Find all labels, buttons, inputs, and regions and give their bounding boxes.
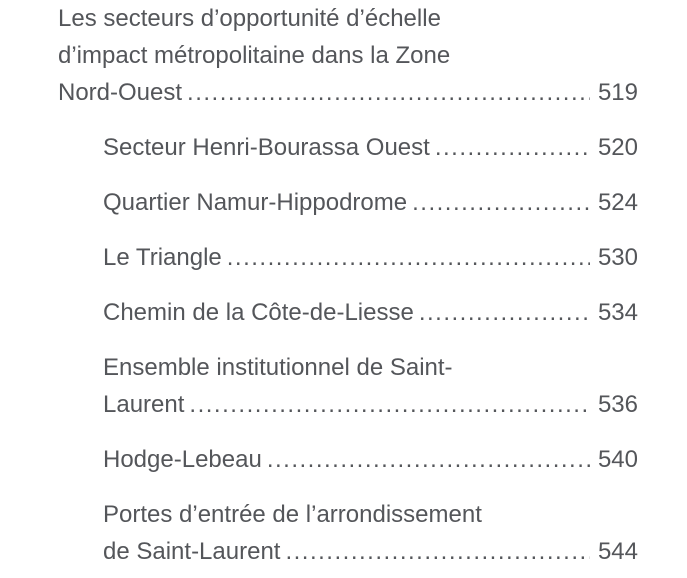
toc-entry-page: 524 (589, 184, 638, 221)
toc-entry-text: Le Triangle (103, 239, 503, 276)
toc-entry-text: Portes d’entrée de l’arrondissement de S… (103, 496, 503, 570)
toc-entry-text: Chemin de la Côte-de-Liesse (103, 294, 503, 331)
toc-entry-title: Chemin de la Côte-de-Liesse (103, 299, 414, 326)
toc-entry-text: Ensemble institutionnel de Saint-Laurent (103, 349, 503, 423)
toc-entry-text: Hodge-Lebeau (103, 441, 503, 478)
toc-entry-title: Les secteurs d’opportunité d’échelle d’i… (58, 5, 451, 106)
toc-entry[interactable]: Le Triangle 530 (103, 239, 638, 276)
toc-entry-page: 534 (589, 294, 638, 331)
toc-entry[interactable]: Portes d’entrée de l’arrondissement de S… (103, 496, 638, 570)
toc-entry[interactable]: Chemin de la Côte-de-Liesse 534 (103, 294, 638, 331)
toc-entry-title: Quartier Namur-Hippodrome (103, 189, 408, 216)
toc-entry-title: Portes d’entrée de l’arrondissement de S… (103, 501, 482, 565)
toc-entry-page: 536 (589, 386, 638, 423)
toc-entry-page: 530 (589, 239, 638, 276)
toc-entry-page: 544 (589, 533, 638, 570)
toc-entry-page: 540 (589, 441, 638, 478)
toc-entry-text: Les secteurs d’opportunité d’échelle d’i… (58, 0, 458, 111)
toc-entry-title: Ensemble institutionnel de Saint-Laurent (103, 354, 453, 418)
toc-entry-title: Hodge-Lebeau (103, 446, 262, 473)
toc-entry[interactable]: Quartier Namur-Hippodrome 524 (103, 184, 638, 221)
toc-entry-section[interactable]: Les secteurs d’opportunité d’échelle d’i… (58, 0, 638, 111)
toc-entry[interactable]: Ensemble institutionnel de Saint-Laurent… (103, 349, 638, 423)
toc-entry-page: 520 (589, 129, 638, 166)
toc-entry-title: Secteur Henri-Bourassa Ouest (103, 134, 430, 161)
toc-entry[interactable]: Hodge-Lebeau 540 (103, 441, 638, 478)
toc-entry[interactable]: Secteur Henri-Bourassa Ouest 520 (103, 129, 638, 166)
toc-entry-text: Secteur Henri-Bourassa Ouest (103, 129, 503, 166)
toc-entry-title: Le Triangle (103, 244, 222, 271)
toc-entry-text: Quartier Namur-Hippodrome (103, 184, 503, 221)
toc-entry-page: 519 (589, 74, 638, 111)
